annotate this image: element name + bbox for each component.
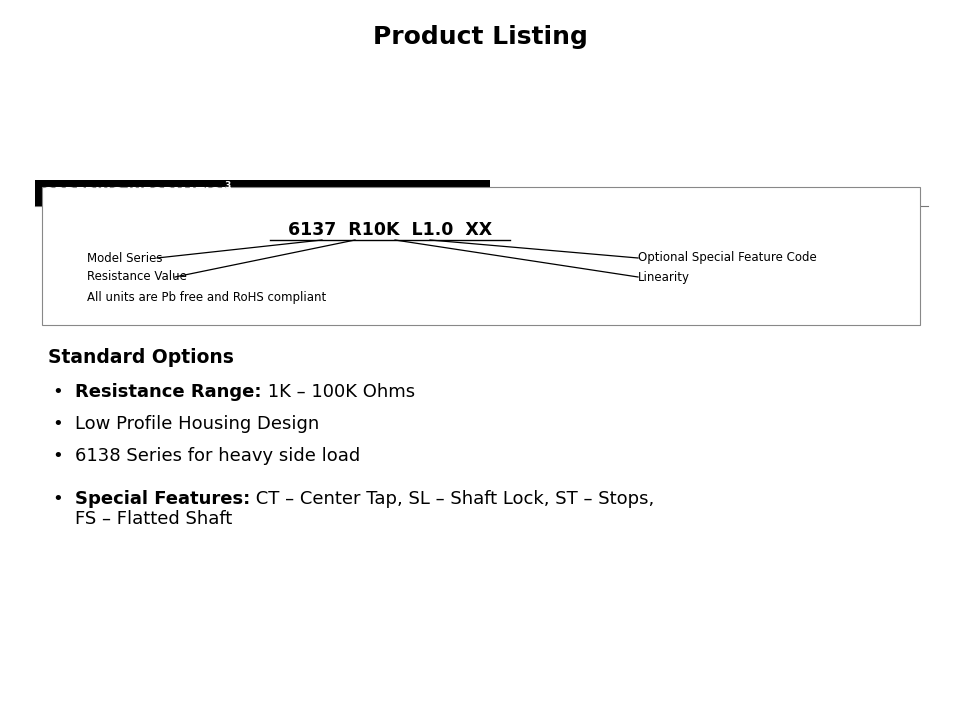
- Text: All units are Pb free and RoHS compliant: All units are Pb free and RoHS compliant: [87, 292, 326, 305]
- Text: CT – Center Tap, SL – Shaft Lock, ST – Stops,: CT – Center Tap, SL – Shaft Lock, ST – S…: [251, 490, 655, 508]
- Text: •: •: [52, 383, 62, 401]
- Text: •: •: [52, 447, 62, 465]
- Text: •: •: [52, 415, 62, 433]
- Bar: [35, 180, 490, 206]
- Text: Model Series: Model Series: [87, 251, 162, 264]
- Text: Product Listing: Product Listing: [372, 25, 588, 49]
- Bar: [42, 187, 920, 325]
- Text: 3: 3: [224, 181, 230, 191]
- Text: 1K – 100K Ohms: 1K – 100K Ohms: [261, 383, 415, 401]
- Text: Resistance Range:: Resistance Range:: [75, 383, 261, 401]
- Text: Optional Special Feature Code: Optional Special Feature Code: [638, 251, 817, 264]
- Text: ORDERING INFORMATION: ORDERING INFORMATION: [43, 186, 232, 199]
- Text: FS – Flatted Shaft: FS – Flatted Shaft: [75, 510, 232, 528]
- Text: Low Profile Housing Design: Low Profile Housing Design: [75, 415, 320, 433]
- Text: 6138 Series for heavy side load: 6138 Series for heavy side load: [75, 447, 360, 465]
- Text: Resistance Value: Resistance Value: [87, 271, 187, 284]
- Text: •: •: [52, 490, 62, 508]
- Text: Standard Options: Standard Options: [48, 348, 234, 367]
- Text: Special Features:: Special Features:: [75, 490, 251, 508]
- Text: Linearity: Linearity: [638, 271, 690, 284]
- Text: 6137  R10K  L1.0  XX: 6137 R10K L1.0 XX: [288, 221, 492, 239]
